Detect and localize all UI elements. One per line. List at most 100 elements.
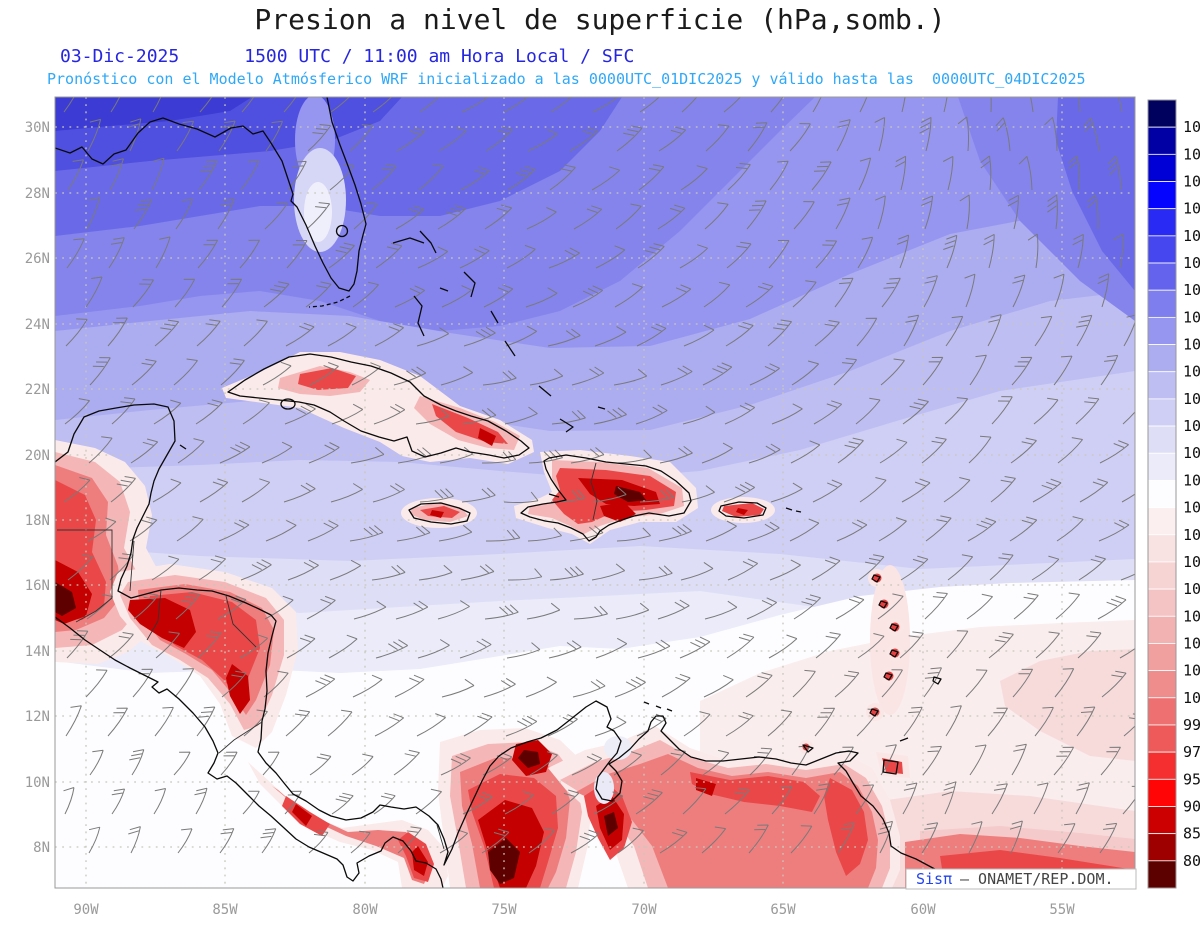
wind-barb bbox=[968, 435, 992, 464]
wind-barb bbox=[175, 198, 194, 230]
wind-barb bbox=[309, 362, 339, 386]
wind-barb bbox=[1053, 355, 1073, 386]
wind-barb bbox=[896, 234, 910, 269]
wind-barb bbox=[372, 483, 405, 503]
wind-barb bbox=[262, 361, 292, 386]
wind-barb bbox=[880, 358, 905, 386]
wind-barb bbox=[573, 205, 603, 230]
colorbar-label: 800 bbox=[1183, 852, 1200, 870]
wind-barb bbox=[507, 568, 543, 581]
wind-barb bbox=[438, 524, 473, 542]
wind-barb bbox=[922, 745, 942, 776]
wind-barb bbox=[748, 824, 769, 854]
wind-barb bbox=[790, 440, 821, 464]
colorbar-block bbox=[1147, 126, 1177, 155]
wind-barb bbox=[65, 318, 88, 347]
wind-barb bbox=[1047, 194, 1058, 230]
wind-barb bbox=[572, 285, 604, 308]
wind-barb bbox=[877, 820, 893, 854]
coastlines bbox=[55, 97, 967, 888]
colorbar-label: 1040 bbox=[1183, 145, 1200, 163]
wind-barb bbox=[397, 826, 422, 854]
wind-barb bbox=[1120, 573, 1135, 581]
colorbar-block bbox=[1147, 289, 1177, 318]
coastline-pacific bbox=[55, 616, 444, 888]
wind-barb bbox=[199, 97, 213, 113]
wind-barb bbox=[375, 639, 408, 659]
wind-barb bbox=[108, 237, 125, 269]
wind-barb bbox=[395, 600, 429, 620]
wind-barb bbox=[874, 117, 886, 152]
wind-barb bbox=[660, 365, 693, 386]
wind-barb bbox=[483, 284, 514, 308]
wind-barb bbox=[1078, 555, 1106, 581]
wind-barb bbox=[966, 593, 993, 620]
colorbar-block bbox=[1147, 643, 1177, 672]
colorbar-block bbox=[1147, 208, 1177, 237]
wind-barb bbox=[221, 670, 247, 698]
wind-barb bbox=[857, 236, 874, 269]
wind-barb bbox=[283, 97, 297, 113]
wind-barb bbox=[437, 205, 466, 230]
wind-barb bbox=[505, 325, 537, 347]
page-title: Presion a nivel de superficie (hPa,somb.… bbox=[254, 3, 946, 36]
wind-barb bbox=[153, 399, 182, 425]
wind-barb bbox=[305, 281, 332, 308]
wind-barb bbox=[352, 674, 383, 698]
wind-barb bbox=[747, 122, 768, 152]
wind-barb bbox=[811, 161, 832, 191]
wind-barb bbox=[284, 403, 316, 425]
wind-barb bbox=[353, 202, 378, 230]
lon-label: 60W bbox=[910, 902, 936, 918]
wind-barb bbox=[922, 356, 944, 386]
wind-barb bbox=[878, 517, 907, 542]
wind-barb bbox=[548, 247, 580, 269]
wind-barb bbox=[130, 438, 159, 464]
wind-barb bbox=[980, 155, 992, 191]
wind-barb bbox=[331, 403, 364, 425]
wind-barb bbox=[570, 447, 605, 464]
wind-barb bbox=[328, 634, 358, 659]
wind-barb bbox=[1119, 647, 1135, 659]
wind-barb bbox=[749, 363, 780, 386]
wind-barb bbox=[529, 751, 558, 776]
wind-barb bbox=[749, 747, 773, 776]
isla-juventud bbox=[280, 398, 296, 410]
wind-barb bbox=[88, 826, 101, 854]
wind-barb bbox=[485, 529, 521, 542]
colorbar-block bbox=[1147, 99, 1177, 128]
wind-barb bbox=[989, 553, 1014, 581]
wind-barb bbox=[460, 166, 490, 191]
wind-barb bbox=[462, 791, 493, 815]
wind-barb bbox=[591, 563, 626, 581]
wind-barb bbox=[243, 709, 268, 737]
coastline-bahamas bbox=[392, 230, 606, 433]
wind-barb bbox=[439, 446, 474, 464]
wind-barb bbox=[64, 398, 90, 425]
wind-barb bbox=[219, 828, 235, 854]
wind-barb bbox=[921, 195, 934, 230]
wind-barb bbox=[639, 97, 660, 113]
wind-barb bbox=[417, 639, 450, 659]
wind-barb bbox=[789, 123, 811, 152]
wind-barb bbox=[991, 396, 1013, 425]
wind-barb bbox=[812, 479, 843, 503]
wind-barb bbox=[899, 631, 924, 659]
wind-barb bbox=[637, 243, 665, 269]
wind-barb bbox=[879, 438, 908, 464]
wind-barb bbox=[793, 594, 821, 620]
haiti-dr-border bbox=[590, 462, 598, 521]
wind-barb bbox=[108, 632, 134, 659]
wind-barb bbox=[416, 713, 446, 737]
wind-barb bbox=[1076, 314, 1093, 347]
wind-barb bbox=[746, 597, 778, 620]
wind-barb bbox=[639, 488, 674, 503]
colorbar-block bbox=[1147, 181, 1177, 210]
wind-barb bbox=[593, 407, 627, 425]
wind-barb bbox=[481, 828, 510, 854]
wind-barb bbox=[792, 280, 817, 308]
wind-barb bbox=[418, 163, 444, 191]
wind-barb bbox=[813, 783, 830, 815]
colorbar-frame bbox=[1147, 99, 1177, 889]
